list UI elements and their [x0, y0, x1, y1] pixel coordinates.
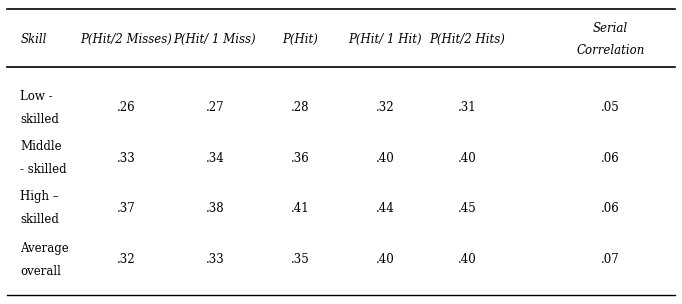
Text: P(Hit/ 1 Miss): P(Hit/ 1 Miss) [173, 33, 256, 46]
Text: .45: .45 [458, 202, 477, 215]
Text: .05: .05 [601, 102, 620, 114]
Text: Correlation: Correlation [576, 44, 644, 57]
Text: skilled: skilled [20, 213, 59, 226]
Text: .33: .33 [205, 254, 224, 266]
Text: .07: .07 [601, 254, 620, 266]
Text: .37: .37 [117, 202, 136, 215]
Text: skilled: skilled [20, 113, 59, 126]
Text: .06: .06 [601, 152, 620, 164]
Text: .40: .40 [376, 254, 395, 266]
Text: .35: .35 [291, 254, 310, 266]
Text: .40: .40 [458, 254, 477, 266]
Text: Low -: Low - [20, 90, 53, 103]
Text: .33: .33 [117, 152, 136, 164]
Text: P(Hit/ 1 Hit): P(Hit/ 1 Hit) [349, 33, 422, 46]
Text: .28: .28 [291, 102, 310, 114]
Text: .31: .31 [458, 102, 477, 114]
Text: .38: .38 [205, 202, 224, 215]
Text: .26: .26 [117, 102, 136, 114]
Text: .32: .32 [376, 102, 395, 114]
Text: P(Hit/2 Misses): P(Hit/2 Misses) [80, 33, 172, 46]
Text: Average: Average [20, 242, 69, 255]
Text: Skill: Skill [20, 33, 47, 46]
Text: overall: overall [20, 265, 61, 278]
Text: - skilled: - skilled [20, 163, 67, 176]
Text: Middle: Middle [20, 140, 62, 153]
Text: .34: .34 [205, 152, 224, 164]
Text: P(Hit): P(Hit) [282, 33, 318, 46]
Text: .06: .06 [601, 202, 620, 215]
Text: .41: .41 [291, 202, 310, 215]
Text: .40: .40 [376, 152, 395, 164]
Text: High –: High – [20, 190, 59, 203]
Text: .32: .32 [117, 254, 136, 266]
Text: .27: .27 [205, 102, 224, 114]
Text: .44: .44 [376, 202, 395, 215]
Text: Serial: Serial [593, 22, 628, 35]
Text: P(Hit/2 Hits): P(Hit/2 Hits) [429, 33, 505, 46]
Text: .36: .36 [291, 152, 310, 164]
Text: .40: .40 [458, 152, 477, 164]
